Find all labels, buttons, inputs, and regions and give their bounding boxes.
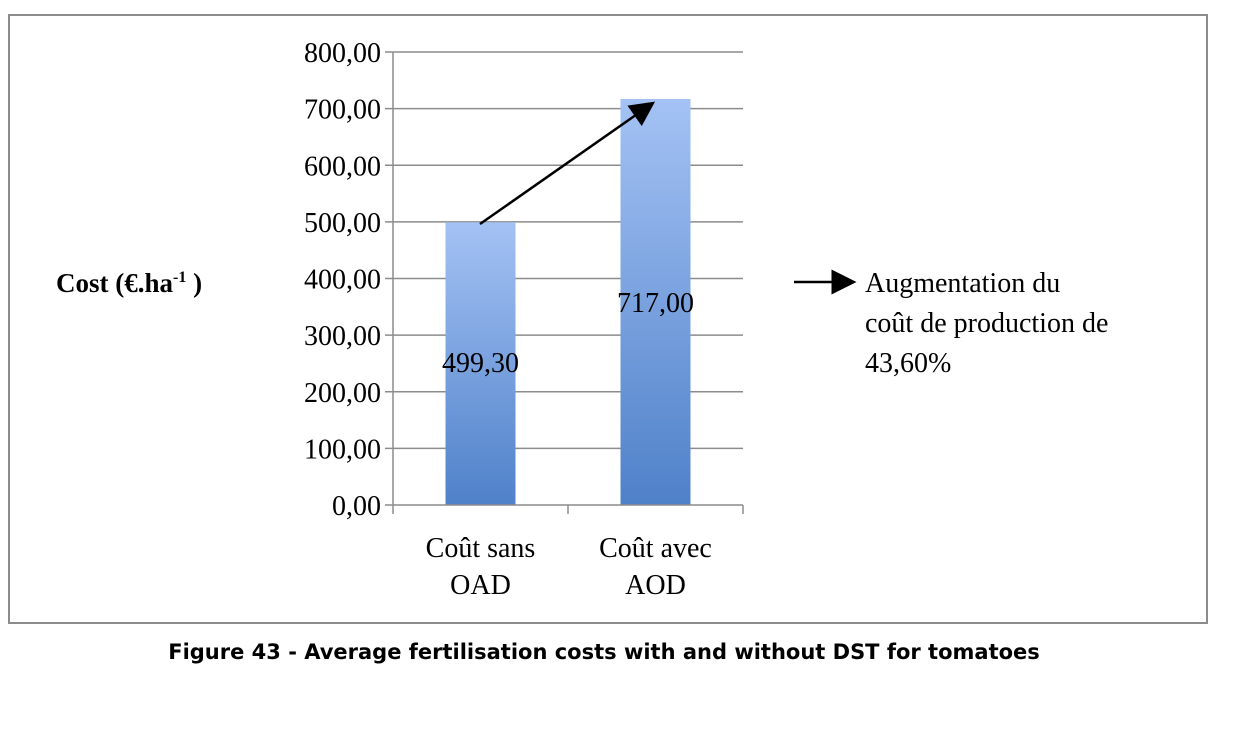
figure-caption: Figure 43 - Average fertilisation costs … [168,640,1040,664]
x-category-label: OAD [450,570,511,601]
y-tick-label: 400,00 [304,265,381,296]
data-label: 499,30 [442,348,519,379]
bar [445,222,516,506]
bar [620,98,691,505]
bars [445,98,691,506]
x-category-label: Coût avec [599,533,712,564]
annotation-line-1: Augmentation du [865,268,1060,299]
y-tick-label: 600,00 [304,151,381,182]
increase-arrow [479,101,656,226]
annotation-line-2: coût de production de [865,308,1108,339]
x-category-label: Coût sans [426,533,536,564]
annotation-line-3: 43,60% [865,348,951,379]
chart-frame: 0,00 100,00 200,00 300,00 400,00 500,00 600,00… [8,14,1208,624]
y-axis-label: Cost (€.ha-1 ) [56,268,202,298]
data-label: 717,00 [617,288,694,319]
y-tick-label: 800,00 [304,38,381,69]
y-tick-label: 300,00 [304,321,381,352]
axes [385,51,744,514]
labels: 0,00 100,00 200,00 300,00 400,00 500,00 600,00… [304,38,712,601]
y-tick-label: 700,00 [304,95,381,126]
y-tick-label: 0,00 [332,491,381,522]
y-tick-label: 100,00 [304,434,381,465]
y-tick-label: 200,00 [304,378,381,409]
y-tick-label: 500,00 [304,208,381,239]
bar-chart: 0,00 100,00 200,00 300,00 400,00 500,00 600,00… [56,38,1108,601]
x-category-label: AOD [625,570,686,601]
